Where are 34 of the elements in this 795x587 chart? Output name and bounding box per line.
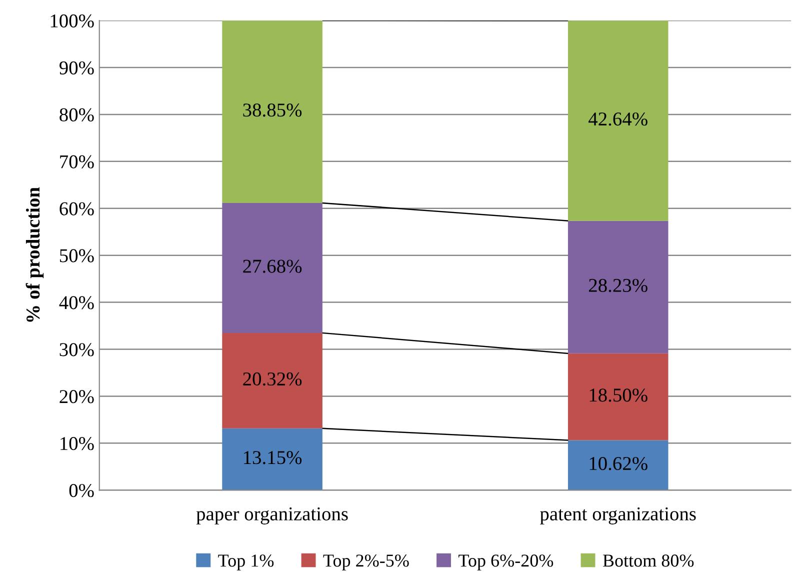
- bar: [568, 353, 668, 440]
- y-tick-label: 0%: [69, 484, 94, 498]
- legend-label: Top 2%-5%: [323, 554, 409, 570]
- y-tick-label: 10%: [60, 437, 94, 450]
- y-tick-label: 20%: [60, 390, 94, 404]
- bar: [568, 440, 668, 490]
- bar: [222, 202, 322, 333]
- y-tick-label: 40%: [59, 296, 94, 310]
- legend-label: Top 6%-20%: [458, 554, 554, 570]
- data-label: 38.85%: [243, 104, 302, 117]
- bar: [222, 332, 322, 428]
- bar: [568, 20, 668, 221]
- y-tick-label: 70%: [60, 155, 94, 168]
- data-label: 13.15%: [244, 451, 302, 464]
- y-tick-label: 100%: [50, 14, 94, 28]
- y-tick-label: 50%: [60, 249, 94, 262]
- data-label: 10.62%: [590, 456, 648, 470]
- x-tick-label: patent organizations: [540, 507, 696, 524]
- bar: [222, 428, 322, 490]
- legend-label: Bottom 80%: [602, 554, 694, 567]
- data-label: 27.68%: [243, 260, 302, 273]
- legend-label: Top 1%: [218, 554, 274, 570]
- y-tick-label: 60%: [60, 202, 94, 216]
- data-label: 28.23%: [588, 278, 648, 292]
- x-tick-label: paper organizations: [196, 507, 348, 524]
- y-tick-label: 80%: [60, 108, 94, 122]
- data-label: 42.64%: [588, 112, 648, 126]
- y-axis-title: % of production: [26, 187, 44, 322]
- bar: [222, 20, 322, 203]
- data-label: 20.32%: [243, 372, 302, 386]
- bar: [568, 220, 668, 354]
- y-tick-label: 30%: [60, 343, 94, 356]
- y-tick-label: 90%: [60, 61, 94, 75]
- data-label: 18.50%: [590, 388, 648, 402]
